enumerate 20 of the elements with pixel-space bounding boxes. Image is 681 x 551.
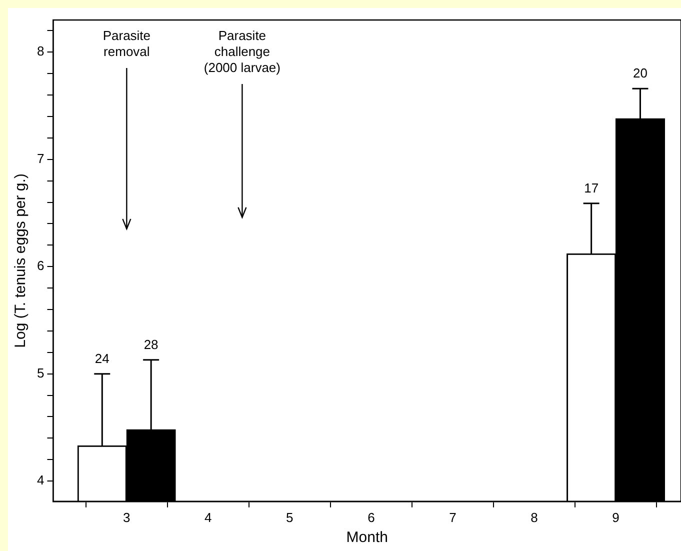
annotation: 28 [144, 336, 158, 352]
y-tick-label: 5 [36, 365, 44, 380]
annotation: 20 [633, 66, 648, 81]
y-tick-label: 6 [36, 258, 44, 274]
annotation: Parasite removal [102, 28, 151, 60]
y-tick-label: 4 [36, 472, 44, 488]
x-tick-label: 4 [204, 510, 212, 525]
y-tick-label: 8 [36, 44, 44, 59]
annotation: Parasite challenge (2000 larvae) [204, 28, 280, 76]
x-tick-label: 9 [612, 510, 620, 525]
annotation: 24 [94, 350, 110, 366]
y-axis-title: Log (T. tenuis eggs per g.) [12, 174, 30, 348]
x-tick-label: 5 [286, 510, 294, 525]
x-tick-label: 6 [368, 510, 375, 525]
x-tick-label: 7 [449, 510, 456, 525]
x-tick-label: 8 [530, 510, 538, 525]
y-tick-label: 7 [36, 150, 44, 166]
x-tick-label: 3 [122, 510, 130, 525]
x-axis-title: Month [346, 529, 388, 546]
annotation: 17 [584, 180, 599, 196]
